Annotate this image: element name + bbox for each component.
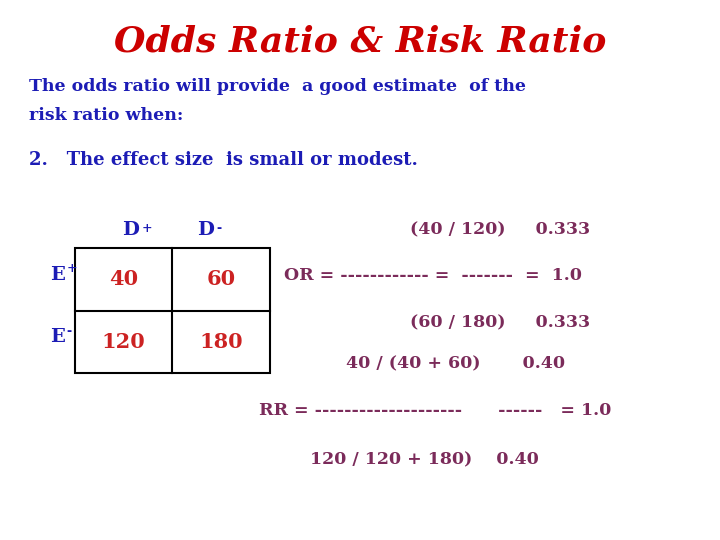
Text: OR = ------------ =  -------  =  1.0: OR = ------------ = ------- = 1.0 (284, 267, 582, 284)
Text: RR = --------------------      ------   = 1.0: RR = -------------------- ------ = 1.0 (259, 402, 611, 419)
Text: 2.   The effect size  is small or modest.: 2. The effect size is small or modest. (29, 151, 418, 169)
Bar (75, 248, 270, 373)
Text: +: + (142, 222, 153, 235)
Text: -: - (66, 325, 71, 338)
Text: -: - (217, 222, 222, 235)
Text: 180: 180 (199, 332, 243, 352)
Text: The odds ratio will provide  a good estimate  of the: The odds ratio will provide a good estim… (29, 78, 526, 95)
Text: 120 / 120 + 180)    0.40: 120 / 120 + 180) 0.40 (310, 451, 539, 468)
Text: +: + (66, 262, 77, 275)
Text: E: E (50, 328, 65, 347)
Text: E: E (50, 266, 65, 285)
Text: 40: 40 (109, 269, 138, 289)
Text: 60: 60 (207, 269, 235, 289)
Text: (40 / 120)     0.333: (40 / 120) 0.333 (410, 222, 590, 239)
Text: 120: 120 (102, 332, 145, 352)
Text: (60 / 180)     0.333: (60 / 180) 0.333 (410, 314, 590, 331)
Text: Odds Ratio & Risk Ratio: Odds Ratio & Risk Ratio (114, 24, 606, 58)
Text: 40 / (40 + 60)       0.40: 40 / (40 + 60) 0.40 (346, 356, 564, 373)
Text: D: D (197, 221, 214, 239)
Text: risk ratio when:: risk ratio when: (29, 107, 183, 124)
Text: D: D (122, 221, 139, 239)
